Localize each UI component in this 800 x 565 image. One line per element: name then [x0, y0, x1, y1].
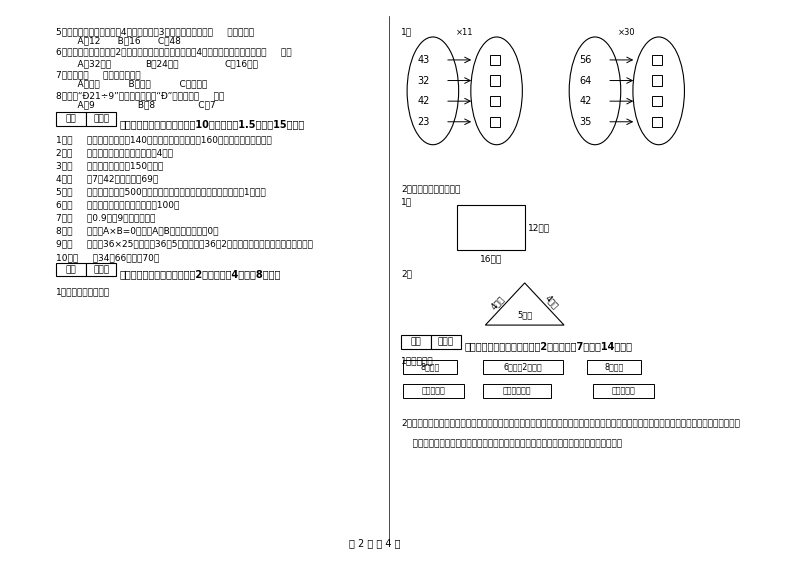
- Text: 评卷人: 评卷人: [93, 266, 110, 274]
- Bar: [652, 75, 662, 86]
- Text: 1．: 1．: [401, 27, 412, 36]
- Text: 根据小强的描述，请你把这些动物馆所在的位置，在动物园的导游图上用序号表示出来。: 根据小强的描述，请你把这些动物馆所在的位置，在动物园的导游图上用序号表示出来。: [401, 440, 622, 449]
- Text: 1．连一连。: 1．连一连。: [401, 356, 434, 365]
- Text: 10．（     ）34与66的和是70。: 10．（ ）34与66的和是70。: [56, 253, 159, 262]
- Bar: [458, 205, 525, 250]
- Text: A．9               B．8               C．7: A．9 B．8 C．7: [66, 100, 215, 109]
- Text: 4．（     ）7个42相加的和是69。: 4．（ ）7个42相加的和是69。: [56, 174, 158, 183]
- Text: 一定是红球: 一定是红球: [612, 386, 635, 396]
- Text: 三、仔细推敏，正确判断（共10小题，每题1.5分，兢15分）。: 三、仔细推敏，正确判断（共10小题，每题1.5分，兢15分）。: [120, 119, 305, 129]
- Text: 4分米: 4分米: [543, 293, 560, 311]
- Bar: [490, 55, 500, 65]
- Bar: [403, 360, 458, 374]
- Text: 32: 32: [418, 76, 430, 85]
- Text: 8．要使“Ð21÷9”的商是三位数，“Ð”里只能填（     ）。: 8．要使“Ð21÷9”的商是三位数，“Ð”里只能填（ ）。: [56, 91, 225, 100]
- Text: 得分: 得分: [66, 266, 77, 274]
- Bar: [593, 384, 654, 398]
- Text: 评卷人: 评卷人: [438, 337, 454, 346]
- Text: 42: 42: [418, 96, 430, 106]
- Text: 可能是黄球: 可能是黄球: [422, 386, 446, 396]
- Text: 1．（     ）一条河平均水深140厘米，一匹小马身高是160厘米，它肯定能通过。: 1．（ ）一条河平均水深140厘米，一匹小马身高是160厘米，它肯定能通过。: [56, 135, 272, 144]
- Text: 6．一个正方形的边长是2厘米，现在将边长扩大到原来的4倍，现在正方形的周长是（     ）。: 6．一个正方形的边长是2厘米，现在将边长扩大到原来的4倍，现在正方形的周长是（ …: [56, 48, 292, 57]
- Text: 56: 56: [579, 55, 592, 65]
- Text: 7．（     ）0.9里有9个十分之一。: 7．（ ）0.9里有9个十分之一。: [56, 214, 155, 223]
- Bar: [403, 384, 464, 398]
- Text: 第 2 页 共 4 页: 第 2 页 共 4 页: [349, 538, 401, 548]
- Bar: [86, 263, 116, 276]
- Text: 2．（     ）正方形的周长是它的边长的4倍。: 2．（ ）正方形的周长是它的边长的4倍。: [56, 148, 174, 157]
- Bar: [652, 116, 662, 127]
- Bar: [56, 112, 86, 125]
- Bar: [56, 263, 86, 276]
- Text: 2．走进动物园大门，正北面是狮子山和候鸡馆，狮子山的东侧是飞禽馆，西侧是猴园，大象馆和鱼馆的场地分别在动物园的东北角和西北角。: 2．走进动物园大门，正北面是狮子山和候鸡馆，狮子山的东侧是飞禽馆，西侧是猴园，大…: [401, 419, 740, 428]
- Bar: [86, 112, 116, 125]
- Bar: [483, 384, 551, 398]
- Text: 5分米: 5分米: [517, 310, 532, 319]
- Text: 得分: 得分: [410, 337, 422, 346]
- Bar: [652, 55, 662, 65]
- Bar: [490, 116, 500, 127]
- Bar: [586, 360, 641, 374]
- Text: 35: 35: [579, 117, 592, 127]
- Text: 8．（     ）如果A×B=0，那么A和B中至少有一个是0。: 8．（ ）如果A×B=0，那么A和B中至少有一个是0。: [56, 227, 218, 236]
- Text: 4分米: 4分米: [489, 293, 506, 311]
- Text: ×11: ×11: [456, 28, 474, 37]
- Bar: [431, 336, 461, 349]
- Text: ×30: ×30: [618, 28, 636, 37]
- Text: 得分: 得分: [66, 115, 77, 124]
- Bar: [652, 96, 662, 106]
- Text: 四、看清题目，细心计算（共2小题，每题4分，共8分）。: 四、看清题目，细心计算（共2小题，每题4分，共8分）。: [120, 269, 282, 279]
- Text: 5．（     ）小明家离学校500米，他每天上学、回家，一个来回一共要走1千米。: 5．（ ）小明家离学校500米，他每天上学、回家，一个来回一共要走1千米。: [56, 188, 266, 197]
- Text: A．12      B．16      C．48: A．12 B．16 C．48: [66, 37, 181, 46]
- Text: 3．（     ）一本故事书约重150千克。: 3．（ ）一本故事书约重150千克。: [56, 161, 163, 170]
- Text: 8个蓝球: 8个蓝球: [604, 362, 623, 371]
- Text: C．16厘米: C．16厘米: [225, 59, 258, 68]
- Bar: [483, 360, 563, 374]
- Text: 不可能是红球: 不可能是红球: [503, 386, 531, 396]
- Text: 五、认真思考，综合能力（共2小题，每题7分，共14分）。: 五、认真思考，综合能力（共2小题，每题7分，共14分）。: [465, 341, 633, 351]
- Text: 8个红球: 8个红球: [421, 362, 440, 371]
- Bar: [490, 96, 500, 106]
- Text: 6．（     ）两个面积单位之间的进率是100。: 6．（ ）两个面积单位之间的进率是100。: [56, 201, 179, 210]
- Text: 1．: 1．: [401, 198, 412, 207]
- Text: A．32厘米: A．32厘米: [66, 59, 110, 68]
- Bar: [401, 336, 431, 349]
- Text: 2．: 2．: [401, 269, 412, 278]
- Text: 评卷人: 评卷人: [93, 115, 110, 124]
- Text: 64: 64: [579, 76, 592, 85]
- Text: 1．算一算，填一填。: 1．算一算，填一填。: [56, 288, 110, 297]
- Text: 7．四边形（     ）平行四边形。: 7．四边形（ ）平行四边形。: [56, 70, 141, 79]
- Text: 43: 43: [418, 55, 430, 65]
- Text: 12厘米: 12厘米: [529, 223, 550, 232]
- Text: 2．求下面图形的周长。: 2．求下面图形的周长。: [401, 185, 460, 194]
- Text: 42: 42: [579, 96, 592, 106]
- Text: 16厘米: 16厘米: [480, 254, 502, 263]
- Text: A．一定          B．可能          C．不可能: A．一定 B．可能 C．不可能: [66, 80, 207, 89]
- Text: B．24厘米: B．24厘米: [146, 59, 178, 68]
- Text: 9．（     ）计算36×25时，先把36和5相乘，再把36和2相乘，最后把两次乘积的结果相加。: 9．（ ）计算36×25时，先把36和5相乘，再把36和2相乘，最后把两次乘积的…: [56, 240, 313, 249]
- Bar: [490, 75, 500, 86]
- Text: 5．一个长方形花坦的宽是4米，长是宽的3倍，花坦的面积是（     ）平方米。: 5．一个长方形花坦的宽是4米，长是宽的3倍，花坦的面积是（ ）平方米。: [56, 27, 254, 36]
- Text: 23: 23: [418, 117, 430, 127]
- Text: 6个黄瘂2个红球: 6个黄瘂2个红球: [504, 362, 542, 371]
